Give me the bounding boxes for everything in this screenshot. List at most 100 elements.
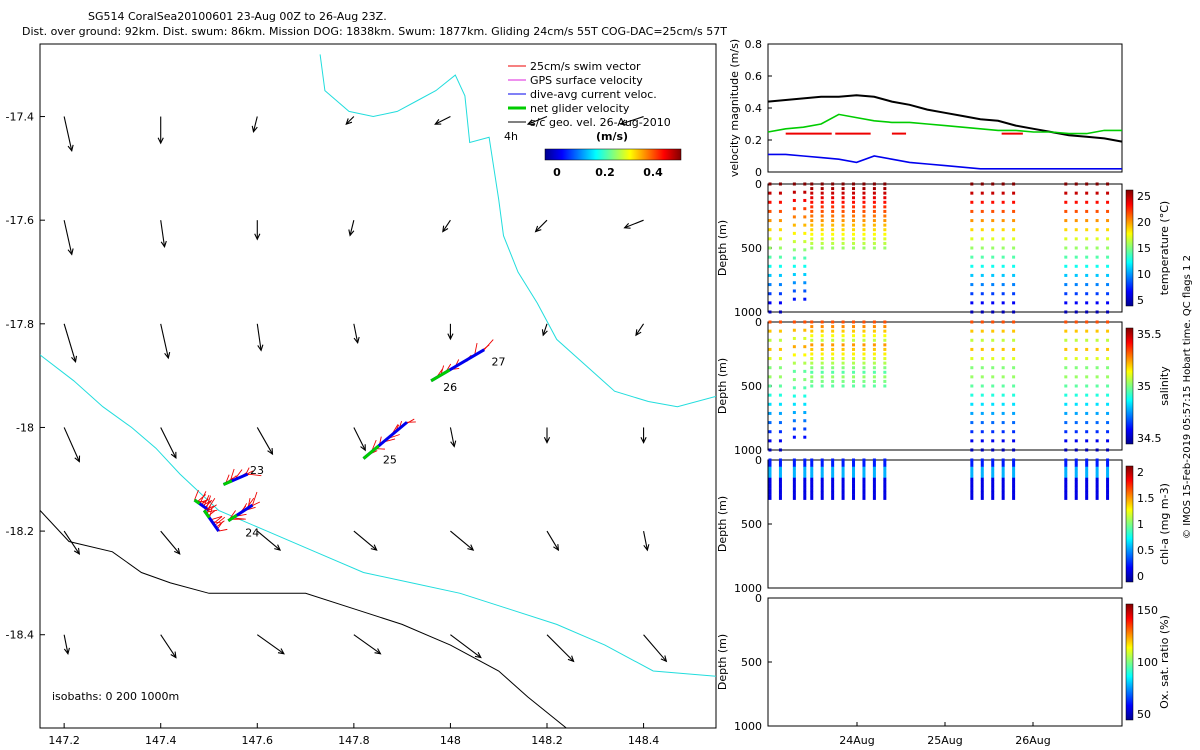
- profile-sample: [778, 366, 782, 370]
- geo-vector-head: [623, 222, 631, 229]
- profile-sample: [1106, 393, 1110, 397]
- credit-text: © IMOS 15-Feb-2019 05:57:15 Hobart time.…: [1182, 255, 1193, 539]
- geo-vector-shaft: [635, 323, 645, 336]
- profile-sample: [980, 393, 984, 397]
- profile-sample: [1001, 411, 1005, 415]
- profile-sample: [1095, 463, 1099, 467]
- profile-sample: [1074, 301, 1078, 305]
- profile-sample: [852, 461, 856, 465]
- profile-sample: [980, 480, 984, 484]
- profile-sample: [792, 494, 796, 498]
- profile-sample: [1064, 200, 1068, 204]
- profile-sample: [1095, 430, 1099, 434]
- profile-sample: [1012, 228, 1016, 232]
- profile-sample: [1085, 488, 1089, 492]
- profile-sample: [1085, 375, 1089, 379]
- profile-sample: [862, 325, 866, 329]
- profile-sample: [991, 461, 995, 465]
- profile-sample: [841, 375, 845, 379]
- profile-sample: [1001, 421, 1005, 425]
- profile-sample: [1106, 182, 1110, 186]
- profile-sample: [820, 334, 824, 338]
- geo-vector: [353, 323, 360, 345]
- profile-sample: [820, 357, 824, 361]
- profile-sample: [852, 191, 856, 195]
- profile-sample: [1074, 458, 1078, 462]
- profile-sample: [1085, 384, 1089, 388]
- swim-vector: [203, 494, 210, 507]
- geo-vector: [63, 427, 81, 463]
- profile-sample: [970, 469, 974, 473]
- net-velocity-track: [362, 444, 380, 460]
- profile-colorbar-tick: 2: [1137, 466, 1144, 479]
- profile-sample: [872, 334, 876, 338]
- profile-sample: [872, 494, 876, 498]
- profile-sample: [810, 366, 814, 370]
- geo-vector-head: [467, 544, 475, 551]
- profile-sample: [1074, 246, 1078, 250]
- profile-y-tick-label: 500: [741, 380, 762, 393]
- profile-sample: [768, 483, 772, 487]
- profile-sample: [1012, 283, 1016, 287]
- profile-sample: [1012, 264, 1016, 268]
- profile-sample: [803, 207, 807, 211]
- profile-sample: [862, 334, 866, 338]
- profile-sample: [1095, 357, 1099, 361]
- profile-sample: [1095, 219, 1099, 223]
- profile-sample: [862, 228, 866, 232]
- profile-sample: [1012, 255, 1016, 259]
- legend-swim: 25cm/s swim vector: [530, 60, 641, 73]
- profile-sample: [778, 488, 782, 492]
- profile-sample: [883, 361, 887, 365]
- profile-sample: [792, 240, 796, 244]
- profile-sample: [841, 187, 845, 191]
- net-velocity-track: [430, 368, 451, 383]
- profile-sample: [852, 338, 856, 342]
- profile-sample: [1001, 228, 1005, 232]
- profile-sample: [1085, 329, 1089, 333]
- profile-sample: [803, 411, 807, 415]
- swim-vector: [208, 504, 217, 511]
- profile-sample: [768, 430, 772, 434]
- profile-sample: [820, 469, 824, 473]
- profile-sample: [792, 289, 796, 293]
- profile-sample: [970, 458, 974, 462]
- profile-sample: [792, 264, 796, 268]
- profile-sample: [1095, 480, 1099, 484]
- profile-sample: [792, 488, 796, 492]
- profile-sample: [820, 485, 824, 489]
- colorbar-tick-2: 0.4: [643, 166, 663, 179]
- profile-sample: [991, 237, 995, 241]
- profile-sample: [1085, 448, 1089, 452]
- profile-sample: [803, 320, 807, 324]
- profile-sample: [841, 366, 845, 370]
- profile-sample: [1001, 310, 1005, 314]
- profile-sample: [831, 191, 835, 195]
- profile-sample: [778, 237, 782, 241]
- profile-sample: [1085, 320, 1089, 324]
- profile-sample: [792, 386, 796, 390]
- profile-sample: [970, 461, 974, 465]
- profile-sample: [820, 463, 824, 467]
- profile-sample: [1106, 191, 1110, 195]
- profile-sample: [1064, 273, 1068, 277]
- profile-sample: [970, 411, 974, 415]
- profile-sample: [872, 384, 876, 388]
- profile-sample: [883, 334, 887, 338]
- map-legend: 25cm/s swim vector GPS surface velocity …: [504, 60, 682, 179]
- profile-sample: [1001, 463, 1005, 467]
- profile-sample: [1095, 439, 1099, 443]
- profile-sample: [872, 491, 876, 495]
- swim-vector: [229, 468, 235, 482]
- profile-sample: [862, 347, 866, 351]
- profile-sample: [1085, 191, 1089, 195]
- profile-sample: [862, 214, 866, 218]
- profile-sample: [841, 219, 845, 223]
- profile-sample: [810, 379, 814, 383]
- profile-sample: [1095, 496, 1099, 500]
- profile-sample: [1001, 496, 1005, 500]
- geo-vector-shaft: [546, 634, 574, 662]
- profile-sample: [778, 209, 782, 213]
- profile-sample: [841, 472, 845, 476]
- swim-vector: [202, 500, 212, 507]
